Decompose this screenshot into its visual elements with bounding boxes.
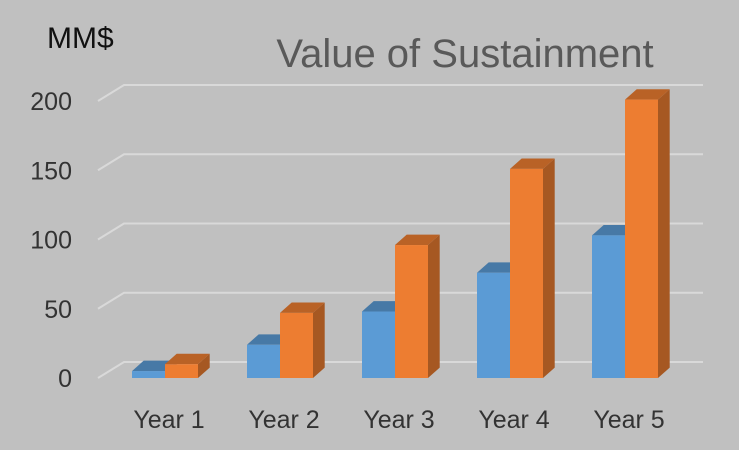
y-tick-label: 200 bbox=[30, 88, 72, 116]
gridline bbox=[97, 84, 703, 102]
gridline bbox=[97, 153, 703, 172]
x-axis-ticks: Year 1 Year 2 Year 3 Year 4 Year 5 bbox=[133, 406, 664, 434]
bar-series-2 bbox=[395, 234, 440, 378]
x-tick-label: Year 2 bbox=[248, 406, 319, 434]
bar-series-2 bbox=[510, 158, 555, 378]
x-tick-label: Year 3 bbox=[363, 406, 434, 434]
x-tick-label: Year 1 bbox=[133, 406, 204, 434]
bar-series-2 bbox=[280, 302, 325, 378]
y-tick-label: 50 bbox=[44, 296, 72, 324]
x-tick-label: Year 5 bbox=[593, 406, 664, 434]
bars bbox=[132, 89, 670, 379]
x-tick-label: Year 4 bbox=[478, 406, 549, 434]
y-tick-label: 150 bbox=[30, 157, 72, 185]
y-axis-unit-label: MM$ bbox=[47, 22, 114, 55]
y-tick-label: 0 bbox=[58, 365, 72, 393]
bar-series-2 bbox=[625, 89, 670, 379]
bar-series-2 bbox=[165, 353, 210, 378]
y-tick-label: 100 bbox=[30, 227, 72, 255]
y-axis-ticks: 0 50 100 150 200 bbox=[30, 88, 72, 393]
chart-title: Value of Sustainment bbox=[276, 32, 653, 76]
